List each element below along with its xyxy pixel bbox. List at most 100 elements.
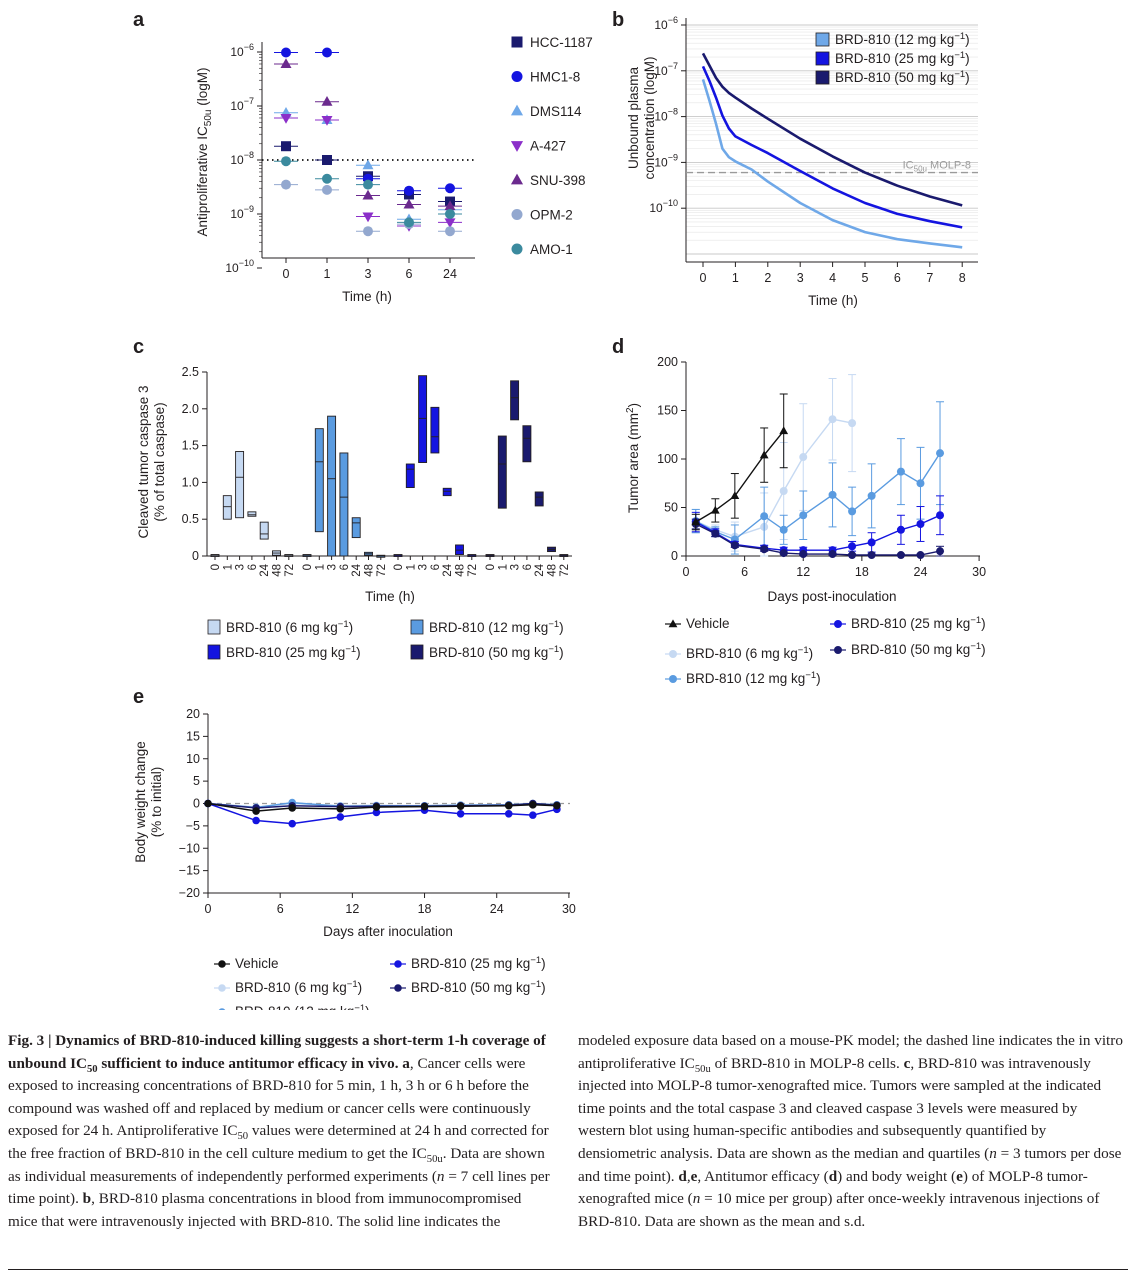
panel-c-xtick-label: 6 xyxy=(430,564,442,570)
panel-c-ytick-label: 0.5 xyxy=(182,512,199,526)
panel-b-legend-swatch xyxy=(815,51,830,66)
panel-c-xtick-label: 0 xyxy=(485,564,497,570)
caption-segment: = 7 cell lines per time point). xyxy=(8,1167,550,1208)
caption-segment: n xyxy=(692,1190,701,1208)
panel-c-box xyxy=(442,487,452,497)
panel-a-point xyxy=(280,58,292,68)
panel-d-legend-marker xyxy=(834,646,842,654)
panel-e-point xyxy=(372,803,381,811)
panel-c-legend-label: BRD-810 (25 mg kg−1) xyxy=(226,644,361,660)
caption-segment: , xyxy=(686,1167,691,1185)
panel-d-point xyxy=(936,449,945,458)
panel-a-xlabel: Time (h) xyxy=(342,289,392,304)
panel-c-xtick-label: 6 xyxy=(339,564,351,570)
panel-c-box xyxy=(430,406,440,454)
panel-e-point xyxy=(288,804,297,812)
panel-a-point xyxy=(281,141,291,152)
panel-c-xtick-label: 0 xyxy=(210,564,222,570)
panel-c-box xyxy=(259,521,269,540)
panel-a-legend-label: HMC1-8 xyxy=(530,70,580,85)
panel-d-point xyxy=(828,550,837,559)
caption-segment: sufficient to induce antitumor efficacy … xyxy=(97,1054,399,1072)
panel-e-legend-marker xyxy=(218,960,226,968)
panel-b-letter: b xyxy=(612,9,624,31)
panel-d-point xyxy=(867,551,876,560)
panel-e-legend-marker xyxy=(394,984,402,992)
panel-b-legend-label: BRD-810 (25 mg kg−1) xyxy=(835,50,970,66)
panel-a-legend-label: A-427 xyxy=(530,139,566,154)
panel-b-ytick-label-exp: −10 xyxy=(663,198,678,208)
panel-d-point xyxy=(779,426,789,435)
panel-e-point xyxy=(420,802,429,811)
panel-d-point xyxy=(779,487,788,496)
panel-a-legend-marker xyxy=(511,209,523,220)
panel-a-point xyxy=(445,183,455,194)
panel-e-ytick-label: −15 xyxy=(179,864,200,878)
caption-segment: Fig. 3 | Dynamics of BRD-810-induced kil… xyxy=(8,1032,546,1072)
panel-c-xtick-label: 1 xyxy=(222,564,234,570)
panel-d-series-line xyxy=(695,430,785,523)
panel-e-ytick-label: 10 xyxy=(186,752,200,766)
panel-a-point xyxy=(281,156,291,167)
panel-e-point xyxy=(252,807,260,815)
panel-c-xtick-label: 48 xyxy=(455,564,467,577)
panel-a-legend-marker xyxy=(511,243,523,255)
panel-b-xlabel: Time (h) xyxy=(808,293,858,308)
panel-b-xtick-label: 8 xyxy=(959,271,966,285)
panel-c-legend-swatch xyxy=(207,644,221,660)
panel-c-legend-label: BRD-810 (50 mg kg−1) xyxy=(429,644,564,660)
panel-d-point xyxy=(691,517,701,526)
panel-e-point xyxy=(529,801,537,809)
panel-d-point xyxy=(779,549,788,558)
panel-e-xlabel: Days after inoculation xyxy=(323,924,453,939)
panel-e-series-line xyxy=(207,802,557,812)
figure-caption-right: modeled exposure data based on a mouse-P… xyxy=(578,1030,1123,1233)
panel-c-box xyxy=(327,415,337,557)
panel-e-legend-label: BRD-810 (12 mg kg−1) xyxy=(235,1003,370,1010)
panel-b-ytick-label-base: 10 xyxy=(649,201,663,215)
panel-d-ytick-label: 200 xyxy=(657,355,678,369)
caption-segment: = 3 tumors per dose and time point). xyxy=(578,1144,1122,1185)
panel-e-ytick-label: 20 xyxy=(186,707,200,721)
panel-d-point xyxy=(848,542,857,551)
panel-a-legend-marker xyxy=(510,104,524,116)
panel-c-box xyxy=(510,380,520,421)
panel-b-xtick-label: 6 xyxy=(894,271,901,285)
panel-e-point xyxy=(252,816,260,825)
panel-d-point xyxy=(936,547,945,556)
panel-a-point xyxy=(280,113,292,124)
panel-e-ytick-label: −20 xyxy=(179,886,200,900)
panel-b-series-line xyxy=(701,52,963,207)
panel-c-letter: c xyxy=(133,336,144,358)
panel-b-ytick-label-exp: −9 xyxy=(668,152,678,162)
panel-e-xtick-label: 24 xyxy=(490,902,504,916)
panel-d-point xyxy=(779,525,788,534)
panel-a-legend-label: HCC-1187 xyxy=(530,35,593,50)
panel-b-xtick-label: 3 xyxy=(797,271,804,285)
panel-d-point xyxy=(760,545,769,554)
panel-e-letter: e xyxy=(133,686,144,708)
panel-c-xtick-label: 72 xyxy=(284,564,296,577)
panel-c-xtick-label: 1 xyxy=(497,564,509,570)
panel-e-point xyxy=(336,805,345,813)
panel-c-xtick-label: 48 xyxy=(272,564,284,577)
panel-d-ytick-label: 0 xyxy=(671,549,678,563)
caption-segment: c xyxy=(903,1054,911,1072)
panel-a-xtick-label: 24 xyxy=(443,267,457,281)
panel-a-point xyxy=(322,47,332,58)
panel-c-ytick-label: 2.5 xyxy=(182,365,199,379)
panel-b-xtick-label: 0 xyxy=(700,271,707,285)
panel-c-legend-label: BRD-810 (12 mg kg−1) xyxy=(429,619,564,635)
panel-a-point xyxy=(444,200,456,211)
panel-c-xtick-label: 0 xyxy=(393,564,405,570)
panel-e-ytick-label: −5 xyxy=(186,819,200,833)
panel-a-point xyxy=(404,185,414,196)
panel-d-legend-label: Vehicle xyxy=(686,616,730,631)
panel-d-point xyxy=(916,551,925,560)
panel-b-ytick-label-exp: −7 xyxy=(668,61,678,71)
panel-a-point xyxy=(445,209,455,219)
panel-b-legend-swatch xyxy=(815,32,830,47)
panel-c-ytick-label: 2.0 xyxy=(182,402,199,416)
panel-b-xtick-label: 5 xyxy=(862,271,869,285)
panel-c-box xyxy=(351,517,361,539)
